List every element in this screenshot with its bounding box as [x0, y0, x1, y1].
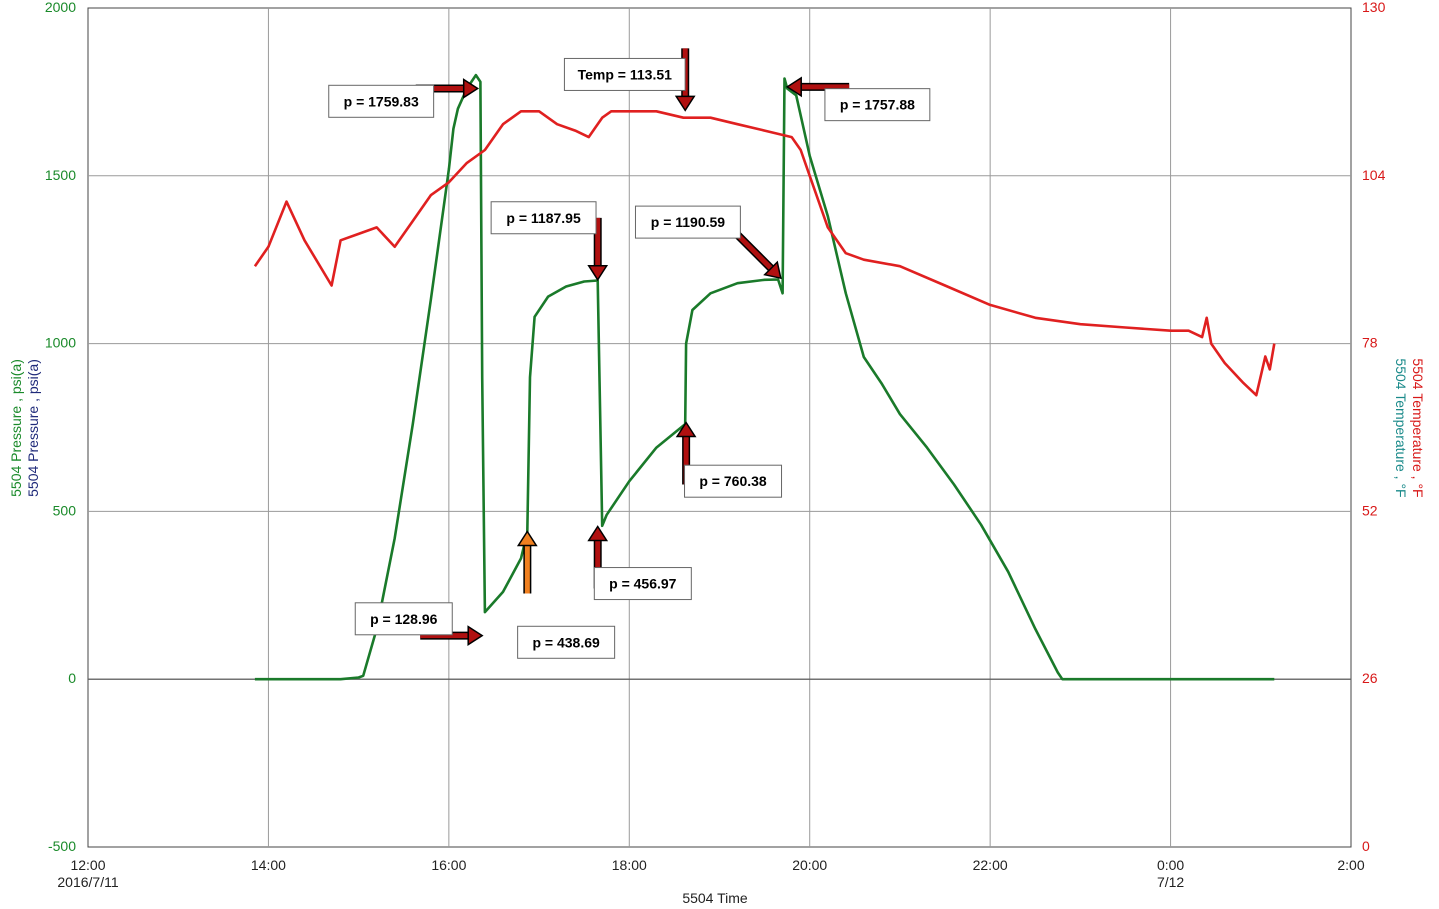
annotation-arrow-head [763, 260, 782, 280]
annotation: Temp = 113.51 [563, 48, 696, 112]
right-tick-label: 26 [1362, 670, 1378, 686]
left-axis-title-pressure: 5504 Pressure , psi(a) [8, 359, 24, 497]
left-tick-label: -500 [48, 838, 76, 854]
annotation-label: p = 456.97 [609, 576, 677, 592]
right-tick-label: 52 [1362, 502, 1378, 518]
left-tick-label: 1500 [45, 167, 76, 183]
plot-frame [87, 7, 1352, 848]
grid [87, 7, 1352, 848]
annotation-label: p = 1757.88 [840, 97, 915, 113]
annotation: p = 760.38 [675, 421, 783, 498]
right-tick-label: 104 [1362, 167, 1386, 183]
annotation-arrow-head [516, 530, 538, 547]
annotation: p = 1759.83 [328, 78, 480, 118]
right-tick-label: 78 [1362, 335, 1378, 351]
series [253, 73, 1276, 681]
annotation-arrow-head [785, 76, 802, 98]
annotation-label: p = 128.96 [370, 611, 438, 627]
annotation-arrow-shaft [735, 232, 776, 273]
annotation-label: p = 1187.95 [506, 210, 581, 226]
annotation-box [593, 567, 692, 601]
annotation-label: Temp = 113.51 [578, 66, 673, 82]
right-axis-title-temperature: 5504 Temperature , °F [1393, 358, 1409, 497]
x-tick-sublabel: 2016/7/11 [57, 874, 118, 890]
annotation: p = 456.97 [587, 525, 692, 601]
annotations: p = 1759.83 Temp = 113.51 p = 1757.88 p = 1… [328, 48, 931, 659]
left-tick-label: 500 [53, 502, 77, 518]
x-tick-label: 0:00 [1157, 857, 1184, 873]
annotation-box [563, 57, 686, 91]
annotation: p = 438.69 [516, 530, 616, 659]
annotation-box [354, 602, 453, 636]
annotation-arrow-head [675, 421, 697, 438]
annotation-box [824, 88, 931, 122]
annotation-arrow-head [587, 525, 609, 542]
right-tick-label: 130 [1362, 0, 1386, 15]
annotation-arrow-head [462, 78, 480, 99]
x-tick-label: 12:00 [70, 857, 105, 873]
left-tick-label: 0 [68, 670, 76, 686]
annotation-label: p = 438.69 [532, 634, 600, 650]
annotation: p = 128.96 [354, 602, 484, 646]
temperature-series-line [253, 110, 1276, 397]
left-axis-ticks: -500 0 500 1000 1500 2000 [45, 0, 76, 854]
annotation-arrow-head [674, 95, 696, 112]
left-tick-label: 1000 [45, 335, 76, 351]
x-tick-label: 20:00 [792, 857, 827, 873]
left-tick-label: 2000 [45, 0, 76, 15]
annotation-box [517, 625, 616, 659]
annotation-arrow-head [467, 625, 484, 646]
left-axis-title-pressure-2: 5504 Pressure , psi(a) [25, 359, 41, 497]
x-axis-title: 5504 Time [682, 890, 748, 906]
annotation-box [684, 464, 783, 498]
annotation-box [328, 84, 435, 118]
right-axis-ticks: 0 26 52 78 104 130 [1362, 0, 1386, 854]
pressure-series-line [254, 73, 1275, 681]
right-tick-label: 0 [1362, 838, 1370, 854]
annotation-box [634, 205, 741, 239]
annotation-label: p = 1190.59 [651, 214, 726, 230]
annotation-label: p = 1759.83 [344, 93, 419, 109]
x-tick-label: 16:00 [431, 857, 466, 873]
x-tick-label: 22:00 [973, 857, 1008, 873]
annotation-arrow-head [587, 265, 609, 282]
annotation: p = 1757.88 [785, 76, 931, 122]
annotation-box [490, 201, 597, 235]
x-tick-sublabel: 7/12 [1157, 874, 1184, 890]
annotation-label: p = 760.38 [699, 473, 767, 489]
annotation: p = 1187.95 [490, 201, 609, 282]
annotation: p = 1190.59 [634, 205, 782, 280]
x-tick-label: 2:00 [1337, 857, 1364, 873]
x-tick-label: 18:00 [612, 857, 647, 873]
x-tick-label: 14:00 [251, 857, 286, 873]
right-axis-title-temperature-2: 5504 Temperature , °F [1410, 358, 1426, 497]
